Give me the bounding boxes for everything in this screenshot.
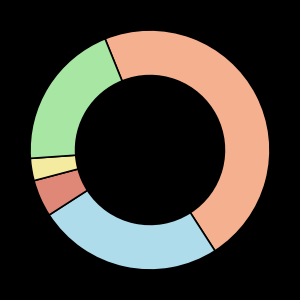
Wedge shape [30, 39, 122, 158]
Wedge shape [34, 169, 88, 215]
Wedge shape [49, 190, 215, 270]
Wedge shape [30, 155, 78, 181]
Wedge shape [105, 30, 270, 251]
